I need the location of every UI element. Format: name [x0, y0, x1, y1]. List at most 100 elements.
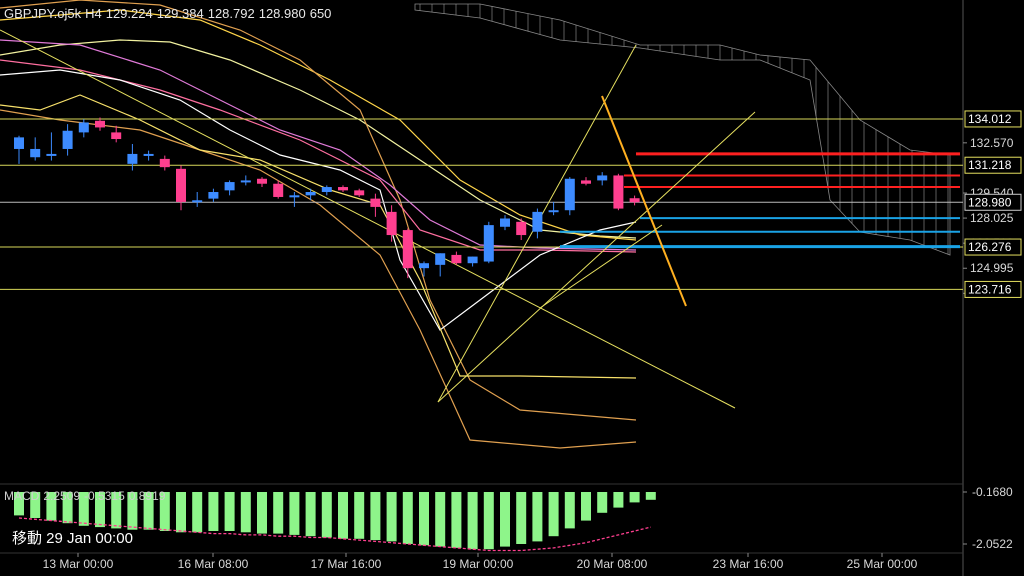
- price-tick-label: 128.025: [970, 211, 1014, 225]
- cursor-time-label: 移動 29 Jan 00:00: [12, 530, 133, 547]
- indicator-line: [0, 39, 637, 239]
- candle-bullish: [321, 187, 332, 193]
- macd-histogram-bar: [370, 492, 381, 541]
- macd-histogram-bar: [95, 492, 105, 528]
- macd-histogram-bar: [127, 492, 138, 530]
- candle-bullish: [500, 218, 510, 227]
- price-box-label: 131.218: [968, 158, 1012, 172]
- candle-bearish: [176, 168, 186, 202]
- candle-bullish: [192, 200, 203, 203]
- candle-bearish: [402, 230, 413, 269]
- price-box: [964, 110, 1022, 128]
- price-box-label: 134.012: [968, 112, 1012, 126]
- macd-name: MACD: [4, 489, 40, 503]
- macd-histogram-bar: [30, 492, 41, 518]
- price-box: [964, 280, 1022, 298]
- candle-bearish: [370, 198, 381, 207]
- indicator-line: [0, 0, 637, 421]
- price-axis: 132.570129.540128.025126.510124.995123.4…: [963, 110, 1022, 551]
- candle-bearish: [159, 158, 170, 168]
- open-value: 129.224: [105, 6, 153, 21]
- macd-histogram-bar: [224, 492, 235, 531]
- macd-value-2: -0.5315: [84, 489, 125, 503]
- candle-bearish: [95, 120, 105, 128]
- trend-lines[interactable]: [0, 29, 756, 409]
- macd-histogram-bar: [532, 492, 543, 542]
- candle-bearish: [613, 175, 624, 209]
- candle-bullish: [143, 153, 154, 156]
- candle-bullish: [240, 180, 251, 183]
- macd-histogram-bar: [613, 492, 624, 508]
- macd-histogram-bar: [305, 492, 316, 537]
- macd-histogram-bar: [402, 492, 413, 544]
- price-tick-label: 132.570: [970, 136, 1014, 150]
- candle-bearish: [451, 254, 462, 264]
- candle-bullish: [224, 182, 235, 191]
- macd-histogram-bar: [548, 492, 559, 537]
- macd-histogram-bar: [645, 492, 656, 500]
- timeframe-label: H4: [85, 6, 102, 21]
- time-axis: 13 Mar 00:00 16 Mar 08:00 17 Mar 16:00 19 M…: [43, 553, 918, 571]
- price-tick-label: 124.995: [970, 261, 1014, 275]
- macd-histogram-bar: [62, 492, 73, 524]
- candle-bullish: [127, 153, 138, 164]
- macd-histogram-bar: [500, 492, 510, 547]
- price-box: [964, 156, 1022, 174]
- macd-histogram-bar: [78, 492, 89, 526]
- macd-histogram-bar: [111, 492, 122, 529]
- macd-histogram-bar: [516, 492, 527, 544]
- candle-bullish: [564, 178, 575, 211]
- macd-histogram-bar: [257, 492, 267, 534]
- macd-histogram-bar: [208, 492, 219, 531]
- chart-header: GBPJPY.oj5k H4 129.224 129.384 128.792 128.98…: [4, 6, 335, 21]
- macd-histogram-bar: [159, 492, 170, 531]
- macd-histogram-bar: [273, 492, 284, 534]
- price-box-label: 126.276: [968, 240, 1012, 254]
- time-tick-label: 17 Mar 16:00: [311, 557, 382, 571]
- trend-line: [0, 29, 736, 409]
- time-tick-label: 13 Mar 00:00: [43, 557, 114, 571]
- candle-bearish: [111, 132, 122, 140]
- time-tick-label: 23 Mar 16:00: [713, 557, 784, 571]
- macd-tick-label: -2.0522: [972, 537, 1013, 551]
- time-tick-label: 16 Mar 08:00: [178, 557, 249, 571]
- price-box-label: 128.980: [968, 195, 1012, 209]
- candle-bullish: [14, 137, 24, 149]
- time-tick-label: 19 Mar 00:00: [443, 557, 514, 571]
- macd-histogram-bar: [564, 492, 575, 529]
- trend-line: [539, 224, 663, 309]
- candle-bearish: [257, 178, 267, 184]
- horizontal-levels[interactable]: [0, 118, 963, 290]
- indicator-line: [0, 39, 637, 251]
- candle-bearish: [629, 198, 640, 203]
- trend-line: [437, 111, 756, 403]
- indicator-line: [0, 109, 637, 449]
- macd-histogram-bar: [14, 492, 24, 516]
- candle-bullish: [435, 253, 446, 265]
- macd-histogram-bar: [321, 492, 332, 538]
- macd-label: MACD 2.2509 -0.5315 0.8919: [4, 489, 169, 503]
- candle-bullish: [532, 211, 543, 232]
- macd-histogram-bar: [629, 492, 640, 503]
- candle-bullish: [419, 263, 429, 269]
- time-tick-label: 20 Mar 08:00: [577, 557, 648, 571]
- candles: [14, 117, 640, 279]
- candle-bullish: [289, 195, 300, 198]
- macd-histogram-bar: [581, 492, 591, 521]
- macd-tick-label: -0.1680: [972, 485, 1013, 499]
- candle-bearish: [338, 187, 348, 191]
- time-tick-label: 25 Mar 00:00: [847, 557, 918, 571]
- ichimoku-cloud: [414, 3, 951, 256]
- candle-bullish: [208, 192, 219, 199]
- macd-histogram-bar: [240, 492, 251, 533]
- candle-bullish: [597, 175, 608, 181]
- macd-histogram-bar: [451, 492, 462, 548]
- price-box-label: 123.716: [968, 282, 1012, 296]
- symbol-label: GBPJPY.oj5k: [4, 6, 82, 21]
- candle-bearish: [516, 221, 527, 236]
- macd-histogram-bar: [483, 492, 494, 550]
- high-value: 129.384: [156, 6, 204, 21]
- macd-histogram-bar: [46, 492, 57, 521]
- candle-bullish: [78, 122, 89, 133]
